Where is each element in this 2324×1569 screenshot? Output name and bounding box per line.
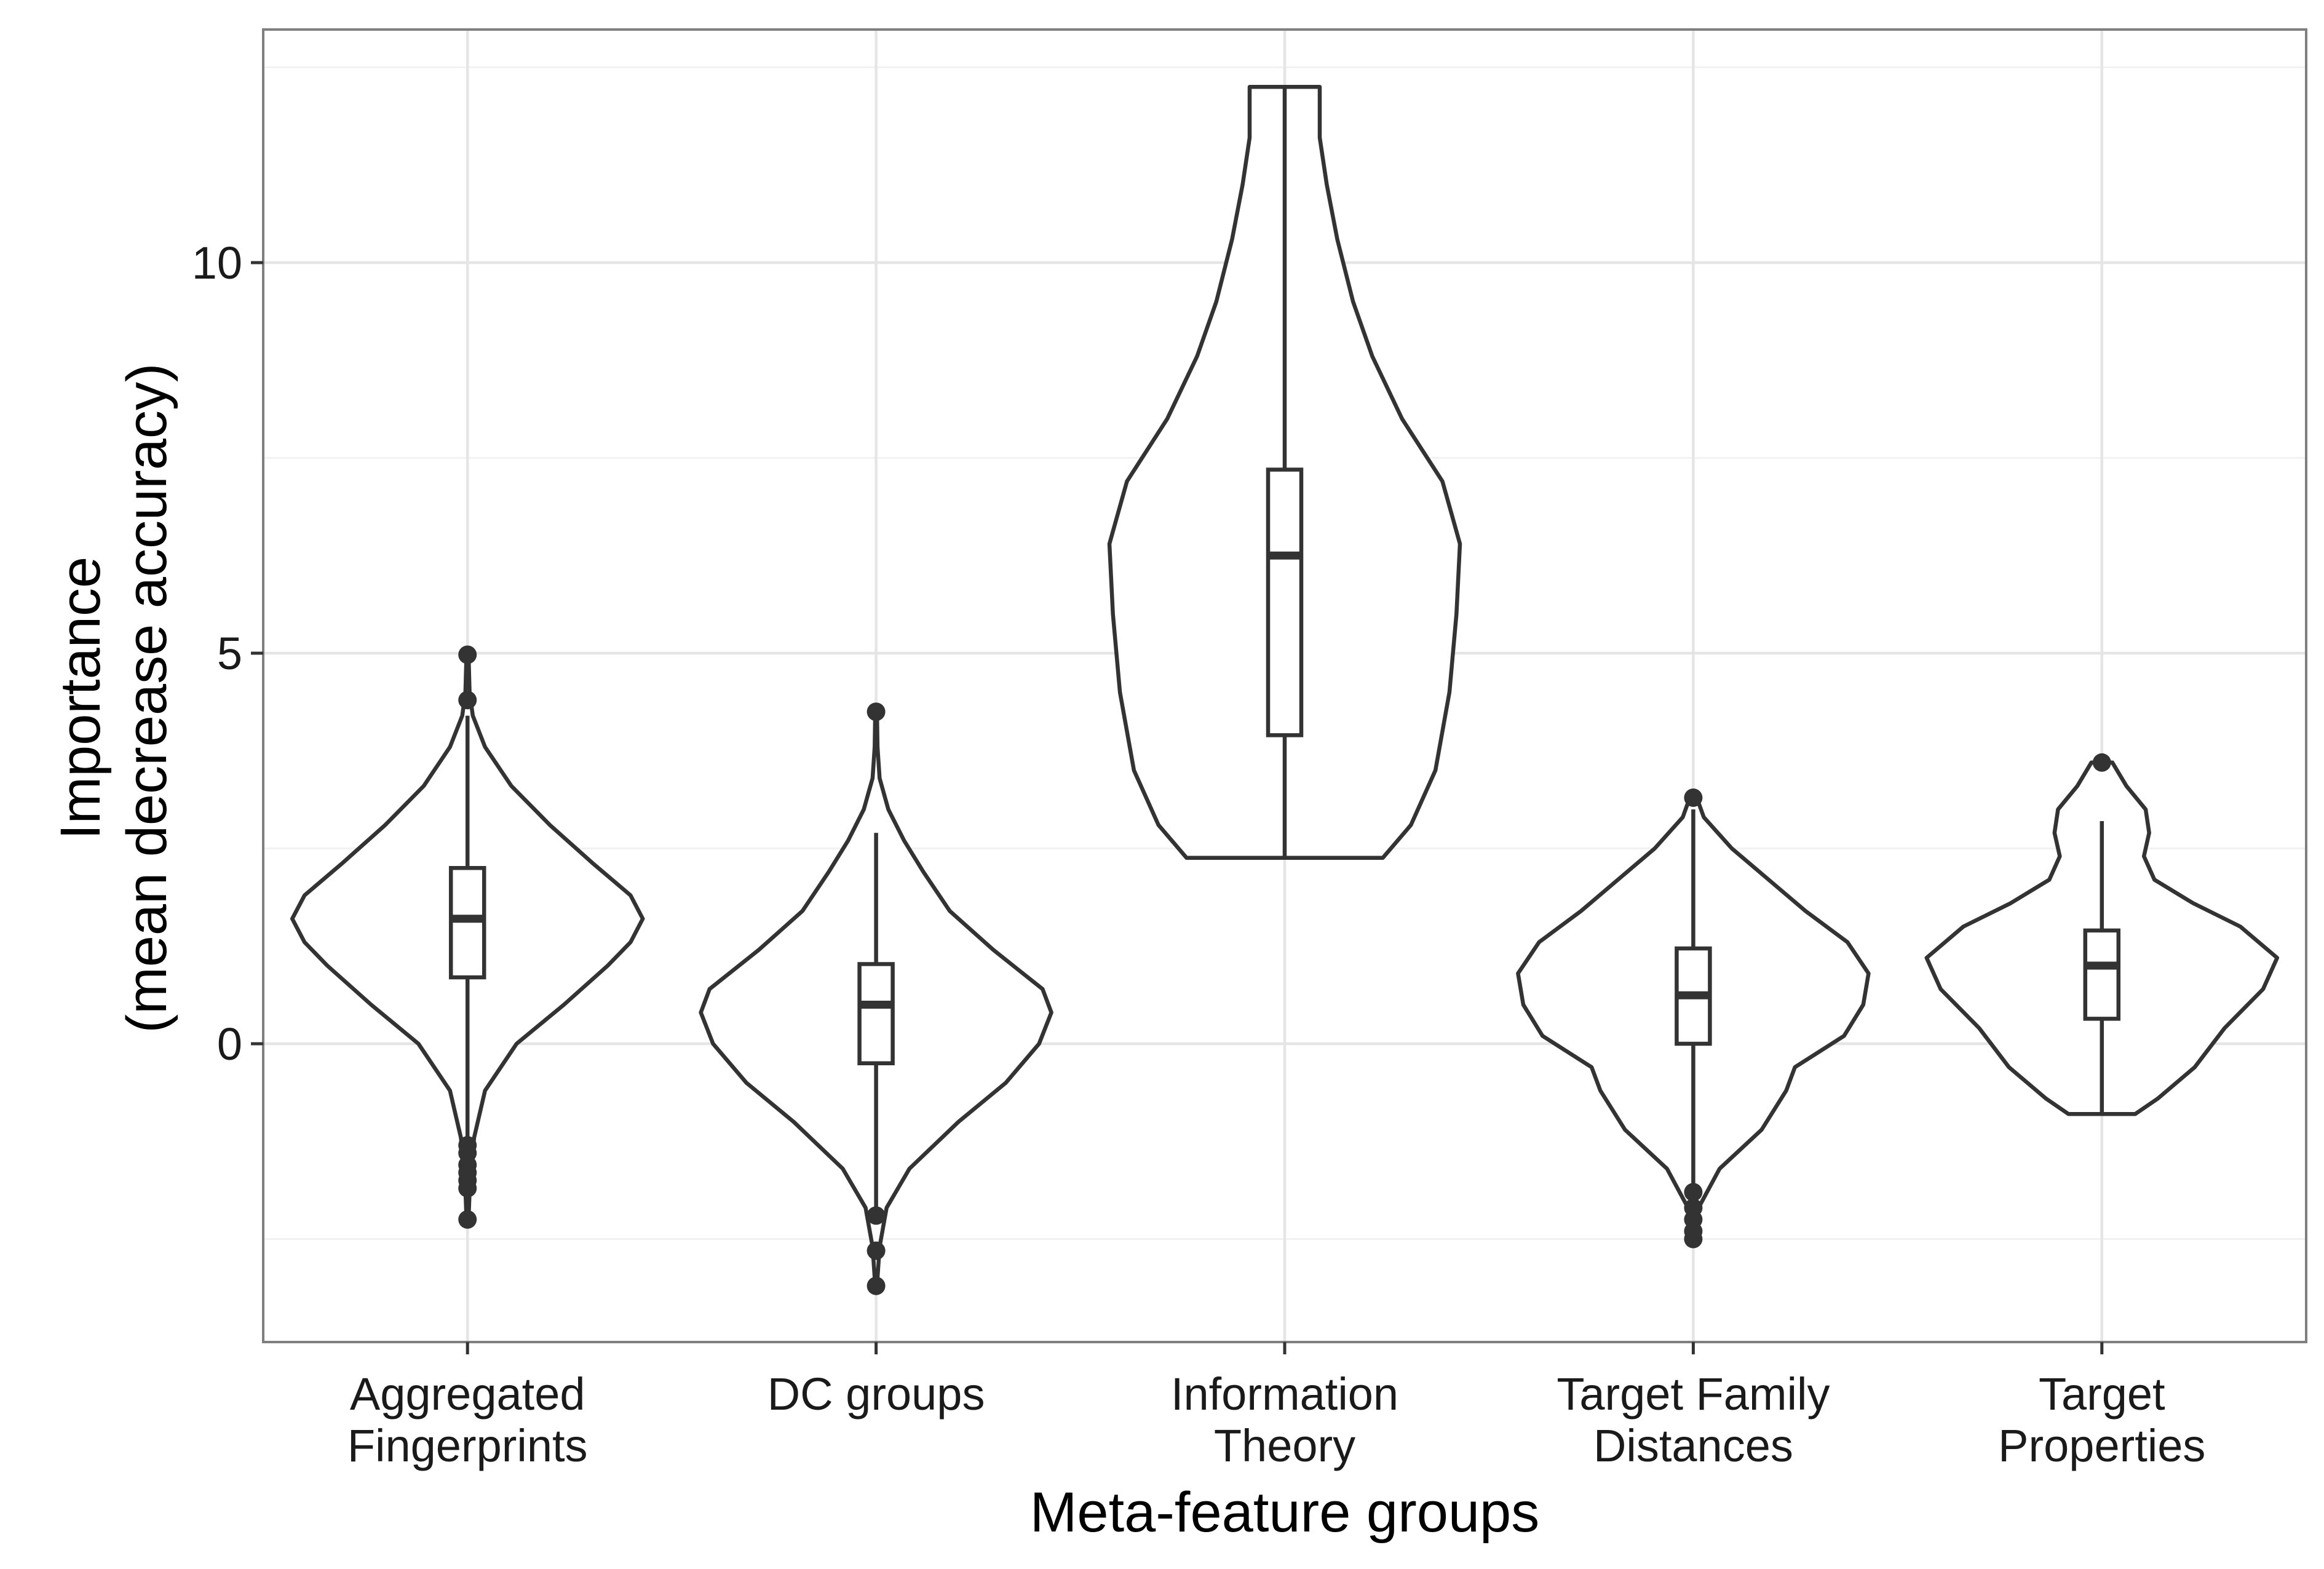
axes: 0 5 10 Aggregated Fingerprints DC groups Infor… [192, 237, 2206, 1471]
y-tick-label: 10 [192, 237, 242, 288]
outlier-point [458, 691, 477, 710]
y-axis-title-line: (mean decrease accuracy) [116, 363, 178, 1033]
y-tick-label: 0 [217, 1019, 242, 1070]
x-tick-label-line: DC groups [767, 1368, 985, 1420]
outlier-point [867, 1206, 886, 1225]
x-tick-label-line: Information [1171, 1368, 1398, 1420]
violins [290, 85, 2280, 1295]
violin-group [1107, 85, 1462, 860]
outlier-point [1684, 1229, 1703, 1249]
violin-group [1924, 753, 2280, 1116]
x-axis-title: Meta-feature groups [1030, 1481, 1539, 1544]
x-tick-label: Information Theory [1171, 1368, 1398, 1471]
x-tick-label-line: Properties [1998, 1420, 2205, 1471]
violin-group [290, 645, 645, 1229]
box [857, 962, 895, 1065]
outlier-point [2092, 753, 2111, 772]
outlier-point [458, 1178, 477, 1198]
x-tick-label-line: Target Family [1557, 1368, 1830, 1420]
box [2083, 928, 2121, 1021]
box [1266, 467, 1304, 737]
x-tick-label: DC groups [767, 1368, 985, 1420]
violin-group [1516, 788, 1871, 1249]
outlier-point [867, 702, 886, 721]
outlier-point [458, 645, 477, 664]
y-axis-title: Importance(mean decrease accuracy) [49, 363, 178, 1033]
x-tick-label-line: Fingerprints [347, 1420, 588, 1471]
outlier-point [1684, 788, 1703, 807]
x-tick-label-line: Target [2039, 1368, 2165, 1420]
outlier-point [867, 1241, 886, 1260]
outlier-point [458, 1210, 477, 1229]
x-tick-label: Aggregated Fingerprints [347, 1368, 588, 1471]
x-tick-label-line: Aggregated [350, 1368, 585, 1420]
violin-group [699, 702, 1053, 1295]
x-tick-label-line: Distances [1593, 1420, 1793, 1471]
x-tick-label-line: Theory [1214, 1420, 1355, 1471]
outlier-point [1684, 1183, 1703, 1202]
y-tick-label: 5 [217, 628, 242, 679]
x-tick-label: Target Properties [1998, 1368, 2205, 1471]
outlier-point [867, 1276, 886, 1295]
y-axis-title-line: Importance [49, 557, 112, 840]
x-tick-label: Target Family Distances [1557, 1368, 1830, 1471]
